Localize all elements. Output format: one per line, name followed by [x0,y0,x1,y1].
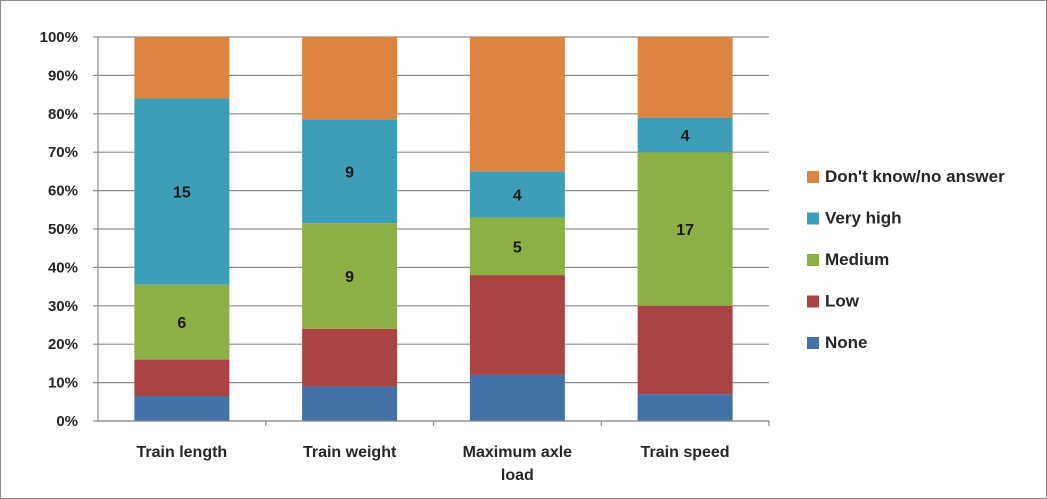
bar-segment [134,98,230,285]
bar-segment [302,386,398,421]
bar-segment [134,396,230,421]
y-tick-label: 30% [48,298,78,315]
legend-swatch [807,171,819,183]
legend-label: Low [825,292,860,311]
x-tick-label: Train weight [303,444,397,461]
data-label: 15 [173,185,191,202]
x-axis: Train length Train weight Maximum axle load… [98,420,770,484]
data-label: 17 [676,222,694,239]
x-tick-label: Train length [137,444,228,461]
legend-label: Medium [825,250,889,269]
legend-label: Don't know/no answer [825,167,1005,186]
legend-swatch [807,212,819,225]
x-tick-label: Maximum axle [463,444,572,461]
bar-segment [302,328,398,387]
legend-swatch [807,254,819,266]
legend: Don't know/no answer Very high Medium Low No… [807,167,1005,352]
y-tick-label: 0% [56,413,78,430]
legend-swatch [807,295,819,308]
y-tick-label: 100% [40,29,78,46]
y-tick-label: 90% [48,67,78,84]
y-tick-label: 40% [48,259,78,276]
data-label: 9 [345,164,354,181]
bar-segment [637,305,733,395]
bar-segment [637,117,733,153]
bar-segment [469,171,565,218]
bar-segment [469,37,565,172]
data-label: 4 [681,128,690,145]
y-tick-label: 70% [48,144,78,161]
bar-segment [134,284,230,360]
y-tick-label: 20% [48,336,78,353]
bar-segment [302,119,398,224]
bar-segment [469,217,565,276]
bar-segment [469,275,565,375]
data-label: 5 [513,239,522,256]
y-tick-label: 10% [48,375,78,392]
x-tick-label: load [501,467,534,484]
bar-segment [637,37,733,118]
y-tick-label: 50% [48,221,78,238]
legend-label: None [825,333,868,352]
bar-segment [134,37,230,99]
legend-swatch [807,337,819,349]
bars: 6 15 9 9 5 4 17 4 [134,37,733,421]
bar-segment [134,359,230,397]
y-axis: 0% 10% 20% 30% 40% 50% 60% 70% 80% 90% 100% [40,29,99,430]
x-tick-label: Train speed [641,444,730,461]
legend-label: Very high [825,209,902,228]
data-label: 6 [177,315,186,332]
data-label: 9 [345,269,354,286]
bar-segment [637,152,733,306]
bar-segment [637,394,733,421]
y-tick-label: 60% [48,183,78,200]
y-tick-label: 80% [48,106,78,123]
bar-segment [302,223,398,329]
data-label: 4 [513,187,522,204]
bar-segment [469,374,565,421]
bar-segment [302,37,398,120]
